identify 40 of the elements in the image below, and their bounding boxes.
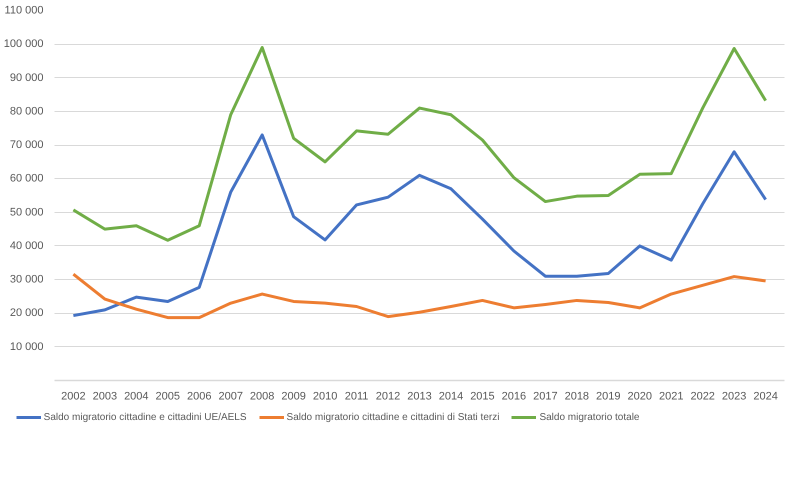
x-tick-label: 2019 — [596, 390, 621, 402]
line-series — [72, 133, 768, 318]
legend-label: Saldo migratorio totale — [539, 411, 640, 423]
x-tick-label: 2003 — [92, 390, 118, 402]
x-tick-label: 2007 — [218, 390, 243, 402]
line-series — [72, 46, 768, 242]
y-tick-label: 60 000 — [10, 172, 44, 185]
x-tick-label: 2006 — [187, 390, 212, 402]
x-tick-label: 2012 — [376, 390, 400, 402]
x-tick-label: 2011 — [344, 390, 368, 402]
y-tick-label: 110 000 — [4, 4, 44, 16]
legend-label: Saldo migratorio cittadine e cittadini UE/AELS — [44, 411, 247, 423]
x-tick-label: 2008 — [250, 390, 274, 402]
x-tick-label: 2015 — [470, 390, 495, 402]
y-tick-label: 40 000 — [10, 240, 44, 252]
x-tick-label: 2005 — [156, 390, 180, 402]
x-tick-label: 2022 — [690, 390, 715, 402]
x-tick-label: 2018 — [564, 390, 590, 402]
x-tick-label: 2023 — [722, 390, 746, 402]
x-tick-label: 2010 — [312, 390, 338, 402]
y-tick-label: 50 000 — [10, 206, 44, 218]
y-tick-label: 30 000 — [10, 274, 44, 286]
y-tick-label: 70 000 — [10, 139, 44, 152]
y-tick-label: 100 000 — [4, 38, 44, 50]
x-tick-label: 2024 — [753, 390, 778, 402]
x-tick-label: 2002 — [61, 390, 86, 402]
x-tick-label: 2020 — [628, 390, 652, 402]
x-tick-label: 2009 — [281, 390, 306, 402]
x-tick-label: 2016 — [502, 390, 526, 402]
x-tick-label: 2013 — [407, 390, 432, 402]
y-tick-label: 80 000 — [10, 105, 44, 118]
line-series — [72, 272, 768, 320]
y-tick-label: 20 000 — [10, 307, 44, 320]
x-tick-label: 2014 — [438, 390, 464, 402]
x-tick-label: 2017 — [533, 390, 558, 402]
y-tick-label: 10 000 — [10, 340, 44, 353]
x-tick-label: 2004 — [124, 390, 149, 402]
x-tick-label: 2021 — [658, 390, 684, 402]
legend-label: Saldo migratorio cittadine e cittadini di Stati terzi — [286, 411, 500, 423]
y-tick-label: 90 000 — [10, 72, 44, 84]
